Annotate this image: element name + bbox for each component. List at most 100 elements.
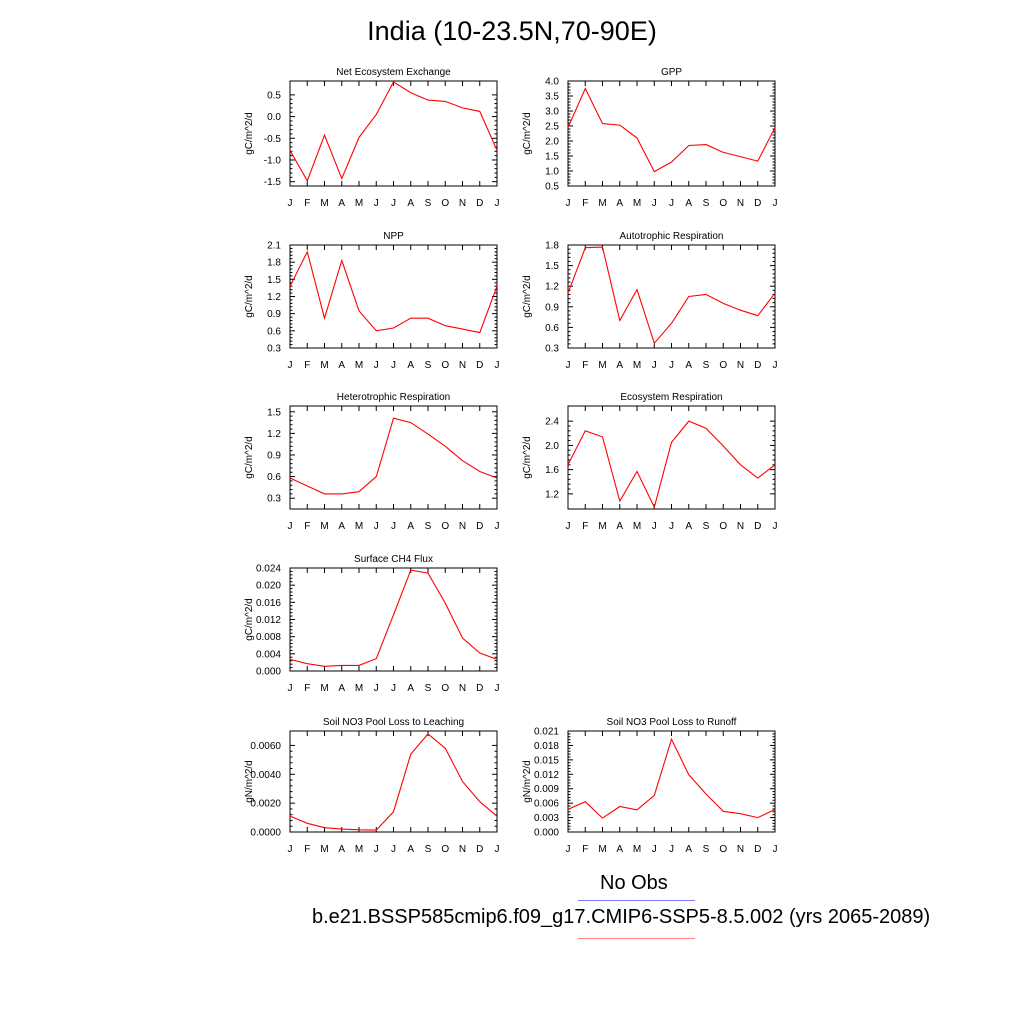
x-tick-label: O	[441, 521, 449, 532]
y-tick-label: 0.3	[267, 344, 281, 355]
x-tick-label: J	[391, 198, 396, 209]
y-tick-label: 1.6	[545, 465, 559, 476]
x-tick-label: A	[338, 198, 345, 209]
y-axis-label: gC/m^2/d	[522, 436, 533, 479]
x-tick-label: F	[304, 683, 310, 694]
x-tick-label: J	[288, 360, 293, 371]
page-title: India (10-23.5N,70-90E)	[367, 16, 657, 46]
x-tick-label: J	[374, 198, 379, 209]
x-tick-label: M	[598, 521, 606, 532]
x-tick-label: A	[685, 198, 692, 209]
x-tick-label: A	[407, 521, 414, 532]
x-tick-label: O	[719, 198, 727, 209]
y-tick-label: 1.2	[545, 489, 559, 500]
x-tick-label: J	[652, 360, 657, 371]
x-tick-label: F	[304, 360, 310, 371]
x-tick-label: O	[441, 198, 449, 209]
x-tick-label: M	[320, 683, 328, 694]
x-tick-label: J	[288, 683, 293, 694]
plot-frame	[289, 80, 498, 187]
x-tick-label: F	[304, 844, 310, 855]
series-line	[289, 81, 498, 183]
x-tick-label: J	[374, 360, 379, 371]
x-tick-label: A	[616, 360, 623, 371]
x-tick-label: A	[407, 844, 414, 855]
x-tick-label: J	[495, 521, 500, 532]
x-tick-label: J	[773, 521, 778, 532]
series-line	[289, 417, 498, 495]
y-tick-label: 0.0020	[250, 799, 281, 810]
x-tick-label: J	[566, 521, 571, 532]
x-tick-label: A	[685, 521, 692, 532]
y-axis-label: gN/m^2/d	[244, 760, 255, 803]
x-tick-label: A	[407, 198, 414, 209]
series-line	[289, 569, 498, 667]
x-tick-label: F	[582, 360, 588, 371]
y-tick-label: 1.5	[267, 407, 281, 418]
chart-panel-3: Autotrophic Respiration gC/m^2/d 0.3 0.6 0.9…	[522, 231, 778, 371]
x-tick-label: F	[582, 198, 588, 209]
x-tick-label: J	[669, 198, 674, 209]
y-tick-label: 1.5	[545, 261, 559, 272]
panel-title: Soil NO3 Pool Loss to Leaching	[323, 717, 464, 728]
y-tick-label: 0.006	[534, 799, 559, 810]
x-tick-label: J	[391, 844, 396, 855]
panel-title: NPP	[383, 231, 404, 242]
y-tick-label: 0.5	[545, 182, 559, 193]
y-tick-label: 0.5	[267, 90, 281, 101]
plot-frame	[289, 730, 498, 833]
y-tick-label: -1.0	[264, 155, 282, 166]
x-tick-label: O	[441, 360, 449, 371]
x-tick-label: D	[754, 360, 761, 371]
x-tick-label: M	[355, 521, 363, 532]
x-tick-label: J	[652, 521, 657, 532]
series-line	[289, 250, 498, 334]
panel-title: Soil NO3 Pool Loss to Runoff	[607, 717, 737, 728]
x-tick-label: N	[459, 683, 466, 694]
y-tick-label: 0.015	[534, 755, 559, 766]
x-tick-label: A	[616, 198, 623, 209]
y-tick-label: 1.8	[545, 241, 559, 252]
y-tick-label: 1.8	[267, 258, 281, 269]
x-tick-label: M	[633, 198, 641, 209]
y-axis-label: gC/m^2/d	[522, 112, 533, 155]
y-axis-label: gC/m^2/d	[244, 598, 255, 641]
x-tick-label: M	[320, 844, 328, 855]
x-tick-label: S	[425, 844, 432, 855]
y-tick-label: 1.2	[267, 429, 281, 440]
x-tick-label: M	[355, 360, 363, 371]
panel-title: Heterotrophic Respiration	[337, 392, 450, 403]
x-tick-label: J	[391, 683, 396, 694]
x-tick-label: D	[476, 360, 483, 371]
x-tick-label: O	[719, 521, 727, 532]
x-tick-label: J	[391, 521, 396, 532]
plot-frame	[289, 244, 498, 349]
legend-obs-line	[578, 900, 695, 901]
x-tick-label: N	[737, 198, 744, 209]
x-tick-label: J	[669, 360, 674, 371]
x-tick-label: F	[582, 844, 588, 855]
panel-title: Autotrophic Respiration	[620, 231, 724, 242]
y-tick-label: 2.0	[545, 441, 559, 452]
x-tick-label: S	[703, 844, 710, 855]
x-tick-label: J	[288, 198, 293, 209]
x-tick-label: S	[425, 521, 432, 532]
x-tick-label: J	[773, 198, 778, 209]
x-tick-label: S	[425, 683, 432, 694]
panel-title: Net Ecosystem Exchange	[336, 67, 451, 78]
y-tick-label: 3.5	[545, 92, 559, 103]
x-tick-label: D	[754, 521, 761, 532]
legend-case-label: b.e21.BSSP585cmip6.f09_g17.CMIP6-SSP5-8.…	[312, 906, 931, 928]
y-tick-label: 2.4	[545, 417, 559, 428]
y-tick-label: 1.2	[545, 282, 559, 293]
y-tick-label: -0.5	[264, 134, 282, 145]
y-axis-label: gC/m^2/d	[244, 436, 255, 479]
x-tick-label: F	[304, 521, 310, 532]
x-tick-label: O	[719, 844, 727, 855]
chart-panel-0: Net Ecosystem Exchange gC/m^2/d -1.5 -1.0 -0…	[244, 67, 500, 209]
y-tick-label: 0.012	[534, 770, 559, 781]
y-tick-label: 0.0000	[250, 828, 281, 839]
x-tick-label: J	[773, 360, 778, 371]
chart-panel-5: Ecosystem Respiration gC/m^2/d 1.2 1.6 2.0 2.…	[522, 392, 778, 532]
